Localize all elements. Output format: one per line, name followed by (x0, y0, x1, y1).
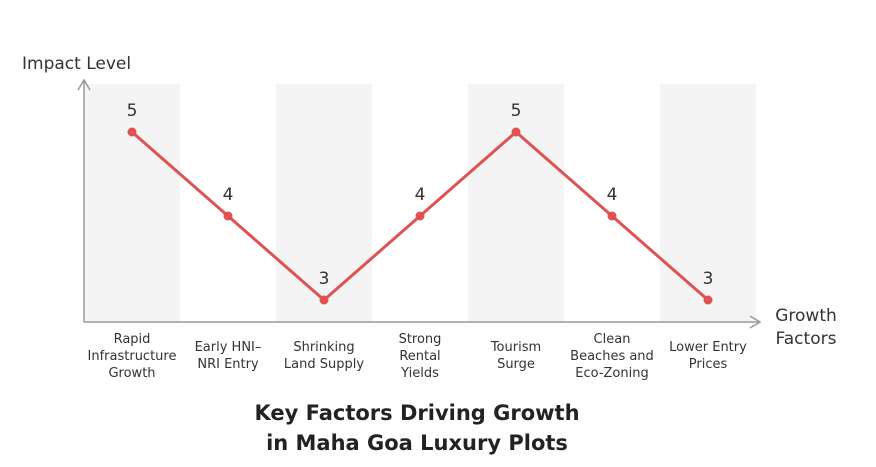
data-point (703, 295, 713, 305)
x-tick-labels: Rapid Infrastructure Growth Early HNI– NRI E… (88, 332, 748, 381)
data-labels: 5 4 3 4 5 4 3 (127, 101, 714, 289)
data-label: 5 (127, 101, 138, 121)
data-point (127, 127, 137, 137)
axes (77, 78, 762, 329)
x-axis-label-line: Growth (775, 306, 837, 326)
chart-title-line: in Maha Goa Luxury Plots (266, 431, 568, 455)
x-axis-label-line: Factors (776, 329, 837, 349)
data-label: 4 (415, 185, 426, 205)
data-label: 3 (703, 269, 714, 289)
x-tick-label: Rapid Infrastructure Growth (88, 332, 177, 381)
y-axis-arrow (77, 78, 91, 91)
x-axis-label: Growth Factors (775, 306, 837, 349)
data-label: 5 (511, 101, 522, 121)
x-tick-label: Lower Entry Prices (669, 340, 747, 372)
x-axis-arrow (749, 315, 762, 329)
data-point (511, 127, 521, 137)
band-2 (276, 84, 372, 322)
chart-title-line: Key Factors Driving Growth (254, 401, 579, 425)
x-tick-label: Early HNI– NRI Entry (195, 340, 262, 372)
data-label: 3 (319, 269, 330, 289)
x-tick-label: Shrinking Land Supply (284, 340, 364, 372)
data-points (127, 127, 713, 305)
band-0 (84, 84, 180, 322)
y-axis-label: Impact Level (22, 54, 131, 74)
data-point (415, 211, 425, 221)
x-tick-label: Tourism Surge (490, 340, 541, 372)
x-tick-label: Strong Rental Yields (399, 332, 442, 381)
data-label: 4 (607, 185, 618, 205)
band-6 (660, 84, 756, 322)
chart-title: Key Factors Driving Growth in Maha Goa Lu… (254, 401, 579, 455)
alternating-bands (84, 84, 756, 322)
band-4 (468, 84, 564, 322)
data-point (607, 211, 617, 221)
data-point (223, 211, 233, 221)
data-point (319, 295, 329, 305)
data-label: 4 (223, 185, 234, 205)
x-tick-label: Clean Beaches and Eco-Zoning (570, 332, 654, 381)
